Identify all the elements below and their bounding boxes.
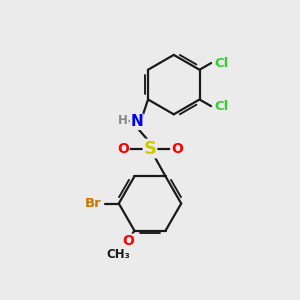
Text: CH₃: CH₃	[106, 248, 130, 261]
Text: Cl: Cl	[215, 57, 229, 70]
Text: Cl: Cl	[215, 100, 229, 113]
Text: O: O	[122, 234, 134, 248]
Text: Br: Br	[85, 197, 102, 210]
Text: N: N	[130, 114, 143, 129]
Text: S: S	[143, 140, 157, 158]
Text: O: O	[171, 142, 183, 155]
Text: O: O	[117, 142, 129, 155]
Text: H: H	[118, 114, 128, 127]
